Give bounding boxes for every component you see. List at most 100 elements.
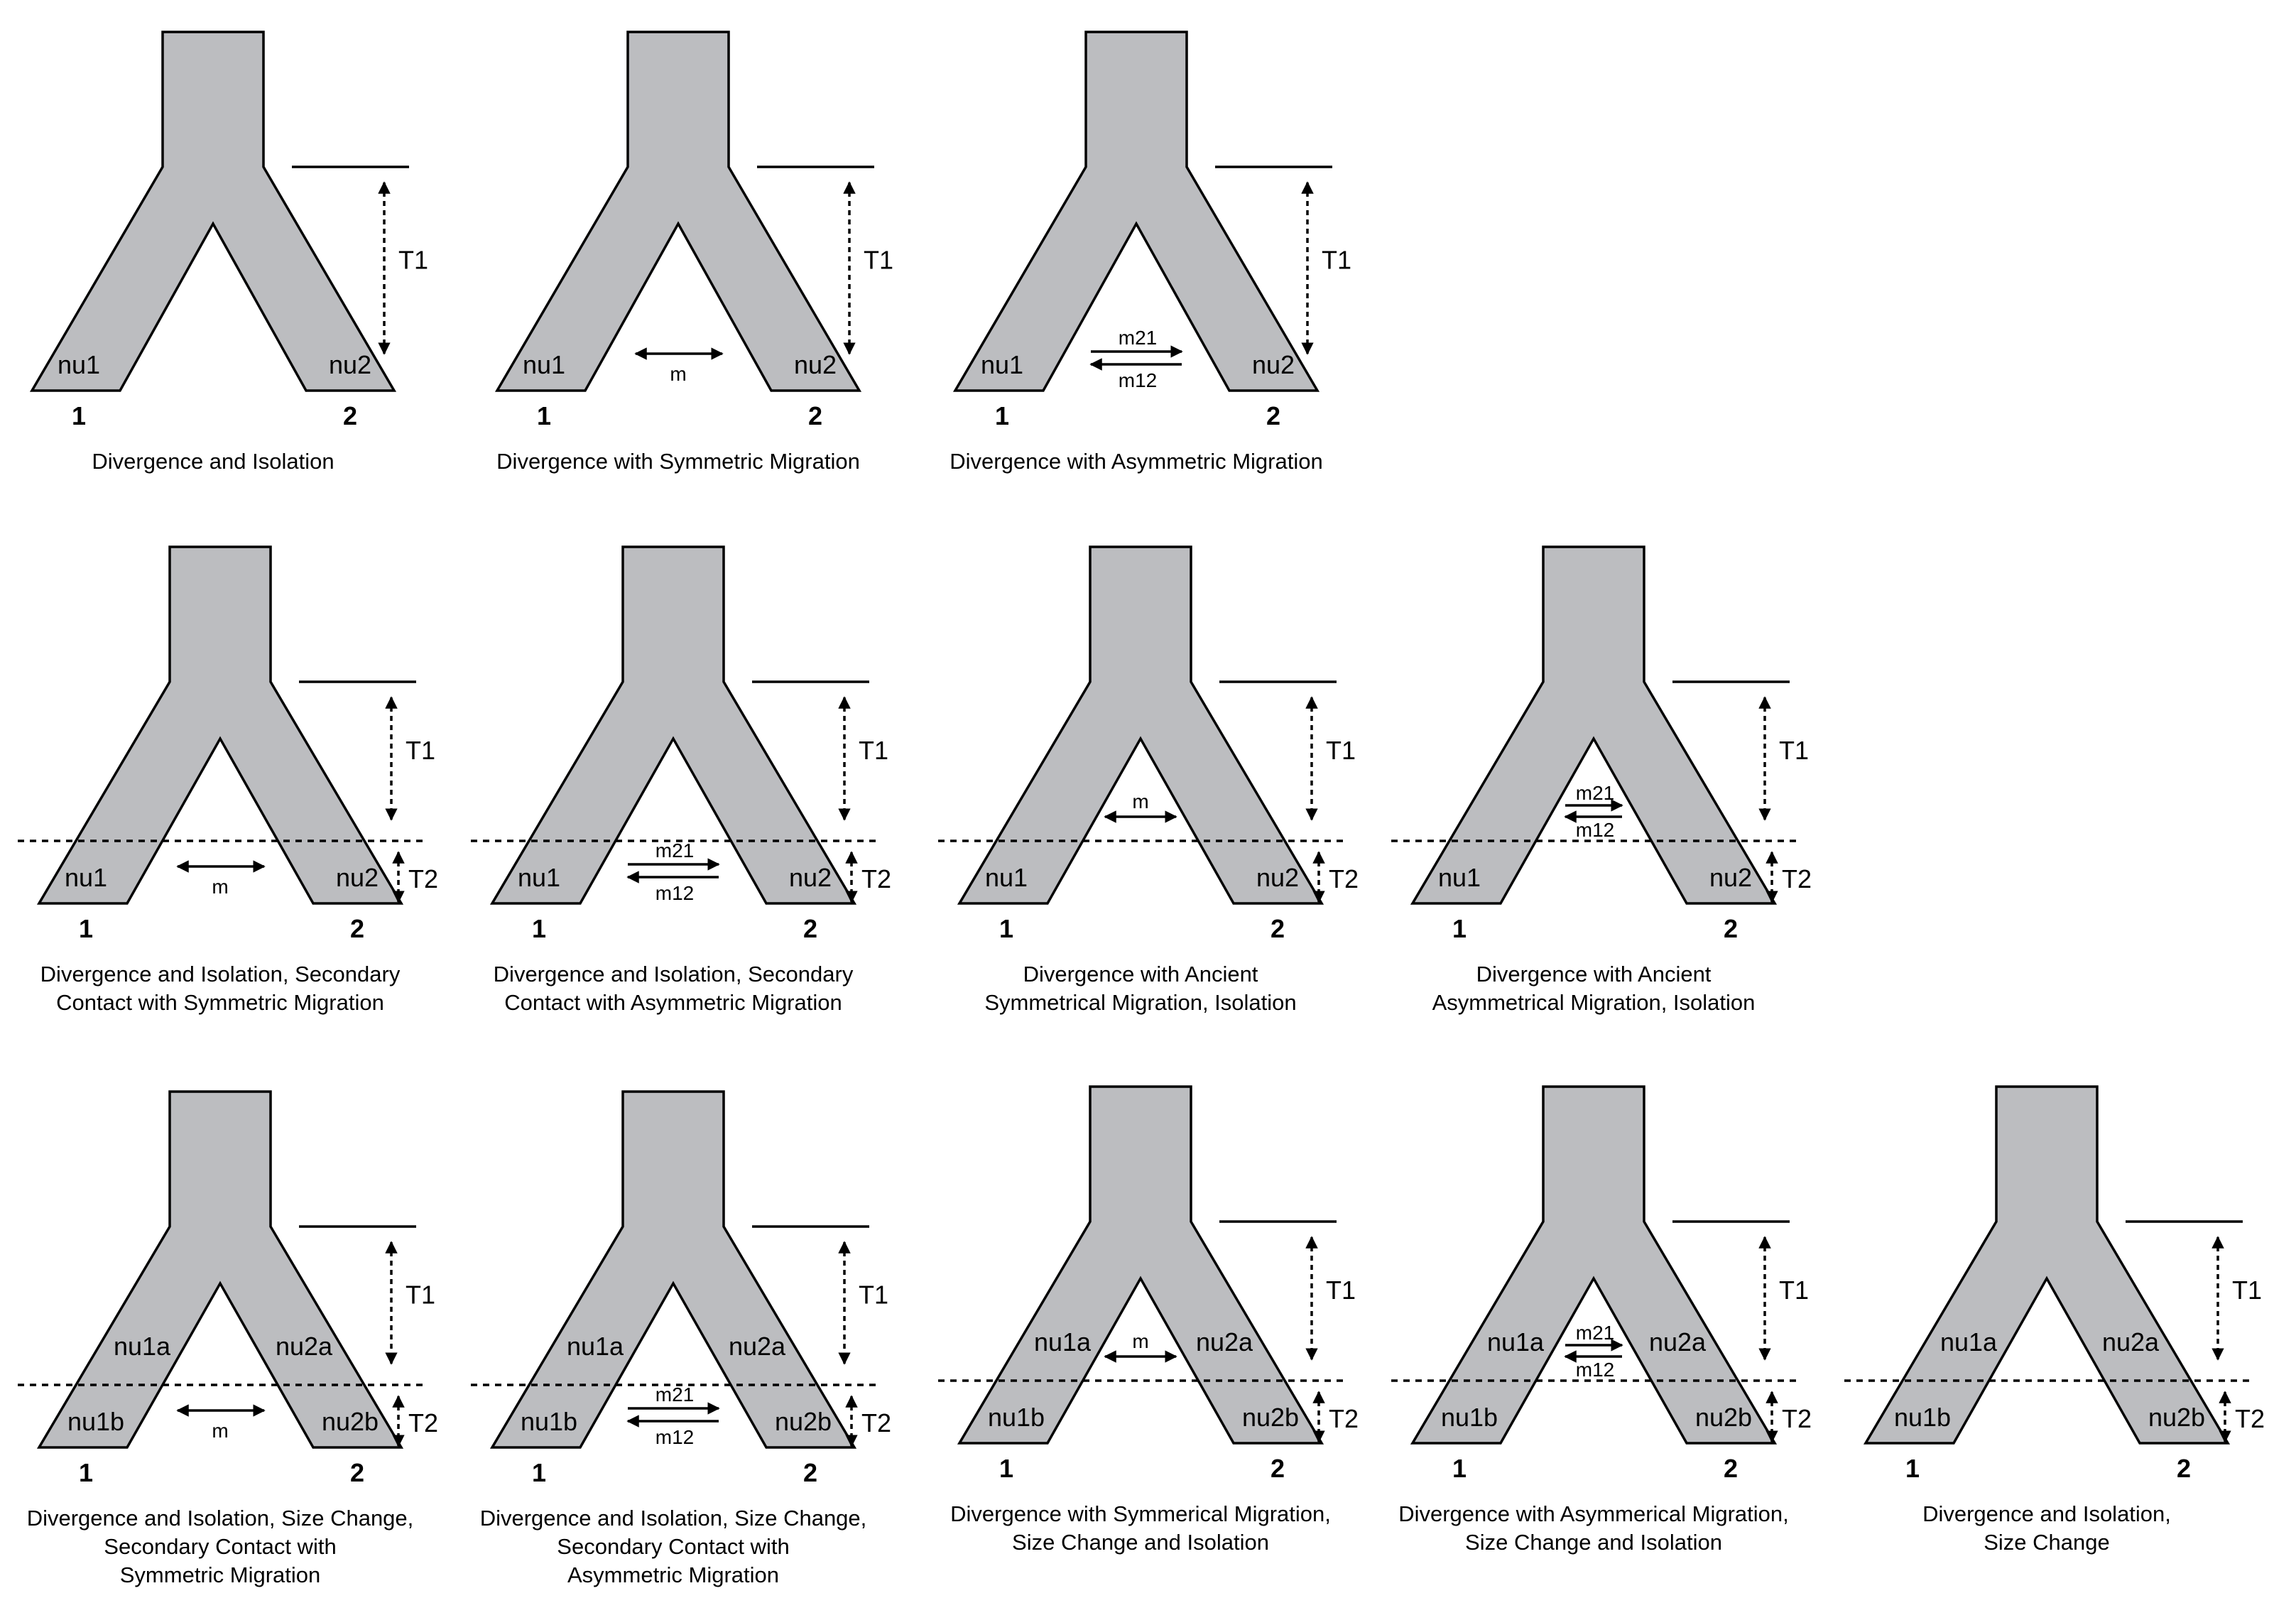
t2-label: T2 (2235, 1404, 2265, 1433)
pop-label-nu2a: nu2a (2102, 1327, 2160, 1357)
pop-label-nu1: nu1 (523, 350, 565, 379)
migration-label-m21: m21 (1576, 782, 1614, 804)
t1-label: T1 (1779, 736, 1809, 765)
pop-label-nu1: nu1 (518, 863, 560, 892)
pop-label-nu1: nu1 (1438, 863, 1481, 892)
caption-line-2: Secondary Contact with (557, 1534, 789, 1559)
pop-number-1: 1 (999, 914, 1013, 943)
caption-line-2: Size Change and Isolation (1012, 1530, 1269, 1555)
migration-label-m21: m21 (655, 1383, 694, 1406)
pop-label-nu2: nu2 (794, 350, 837, 379)
pop-number-1: 1 (995, 401, 1009, 430)
pop-number-1: 1 (532, 1458, 546, 1487)
caption-line-1: Divergence and Isolation, Size Change, (27, 1506, 414, 1531)
t2-label: T2 (861, 864, 891, 893)
caption-line-3: Asymmetric Migration (567, 1562, 779, 1587)
pop-number-1: 1 (79, 1458, 93, 1487)
t1-label: T1 (398, 246, 428, 275)
migration-label-m12: m12 (655, 882, 694, 904)
t2-label: T2 (861, 1408, 891, 1437)
migration-label-m: m (1132, 1330, 1148, 1352)
t1-label: T1 (859, 1281, 888, 1310)
population-tree-shape (489, 1090, 857, 1449)
pop-label-nu2a: nu2a (729, 1332, 786, 1361)
pop-number-1: 1 (999, 1454, 1013, 1483)
population-tree-shape (36, 545, 404, 905)
migration-label-m: m (212, 1420, 228, 1442)
pop-label-nu1a: nu1a (114, 1332, 171, 1361)
migration-label-m12: m12 (1119, 369, 1157, 391)
pop-label-nu2b: nu2b (1242, 1403, 1299, 1432)
caption-line-1: Divergence and Isolation, Size Change, (480, 1506, 867, 1531)
pop-label-nu2: nu2 (1709, 863, 1752, 892)
caption-line-1: Divergence and Isolation, Secondary (494, 962, 854, 986)
population-tree-shape (1410, 545, 1778, 905)
pop-label-nu1a: nu1a (1940, 1327, 1998, 1357)
pop-number-2: 2 (1266, 401, 1280, 430)
population-tree-shape (1410, 1085, 1778, 1445)
caption-line-3: Symmetric Migration (120, 1562, 321, 1587)
t1-label: T1 (859, 736, 888, 765)
population-tree-shape (489, 545, 857, 905)
model-panel-p13: T1 nu1 nu2 1 2 m21 m12 Divergence with Asymmetr… (950, 31, 1351, 474)
model-panel-p33: T1 T2 nu1a nu2a nu1b nu2b 1 2 m Divergence with S… (938, 1085, 1359, 1555)
caption-line-1: Divergence with Symmetric Migration (496, 449, 860, 474)
t2-label: T2 (408, 864, 438, 893)
pop-number-1: 1 (1905, 1454, 1920, 1483)
pop-number-1: 1 (537, 401, 551, 430)
pop-label-nu1: nu1 (65, 863, 107, 892)
pop-label-nu2b: nu2b (1695, 1403, 1752, 1432)
pop-number-2: 2 (803, 1458, 817, 1487)
pop-label-nu1b: nu1b (1441, 1403, 1498, 1432)
t1-label: T1 (406, 736, 435, 765)
pop-number-2: 2 (808, 401, 822, 430)
t2-label: T2 (408, 1408, 438, 1437)
caption-line-2: Contact with Asymmetric Migration (504, 990, 842, 1015)
pop-label-nu2: nu2 (789, 863, 832, 892)
t1-label: T1 (864, 246, 893, 275)
model-panel-p12: T1 nu1 nu2 1 2 m Divergence with Symmetric Mig… (494, 31, 893, 474)
pop-number-1: 1 (1452, 1454, 1467, 1483)
population-tree-shape (957, 1085, 1324, 1445)
migration-label-m: m (1132, 790, 1148, 812)
pop-number-2: 2 (1271, 914, 1285, 943)
model-panel-p34: T1 T2 nu1a nu2a nu1b nu2b 1 2 m21 m12 Divergence w… (1391, 1085, 1812, 1555)
model-panel-p11: T1 nu1 nu2 1 2 Divergence and Isolation (29, 31, 428, 474)
pop-number-2: 2 (2177, 1454, 2191, 1483)
t2-label: T2 (1329, 1404, 1359, 1433)
population-tree-shape (952, 31, 1320, 392)
population-tree-shape (494, 31, 862, 392)
pop-number-1: 1 (72, 401, 86, 430)
t2-label: T2 (1782, 1404, 1812, 1433)
pop-label-nu1: nu1 (985, 863, 1028, 892)
pop-number-1: 1 (532, 914, 546, 943)
pop-label-nu1b: nu1b (67, 1407, 124, 1436)
pop-label-nu2b: nu2b (775, 1407, 832, 1436)
pop-label-nu2: nu2 (1256, 863, 1299, 892)
model-panel-p31: T1 T2 nu1a nu2a nu1b nu2b 1 2 m Divergence and Is… (18, 1090, 438, 1587)
pop-label-nu1: nu1 (981, 350, 1023, 379)
migration-label-m: m (670, 363, 686, 385)
migration-label-m12: m12 (655, 1426, 694, 1448)
caption-line-2: Symmetrical Migration, Isolation (984, 990, 1296, 1015)
caption-line-2: Secondary Contact with (104, 1534, 336, 1559)
model-panel-p21: T1 T2 nu1 nu2 1 2 m Divergence and Isolation, S… (18, 545, 438, 1015)
caption-line-1: Divergence with Symmerical Migration, (950, 1501, 1331, 1526)
pop-label-nu1a: nu1a (1034, 1327, 1092, 1357)
pop-label-nu1b: nu1b (521, 1407, 577, 1436)
model-panel-p23: T1 T2 nu1 nu2 1 2 m Divergence with Ancient Symm… (938, 545, 1359, 1015)
caption-line-1: Divergence and Isolation, (1922, 1501, 2171, 1526)
caption-line-1: Divergence with Ancient (1476, 962, 1712, 986)
migration-label-m21: m21 (1119, 327, 1157, 349)
pop-number-1: 1 (1452, 914, 1467, 943)
pop-label-nu2: nu2 (329, 350, 371, 379)
pop-number-2: 2 (350, 1458, 364, 1487)
pop-label-nu2a: nu2a (1196, 1327, 1253, 1357)
caption-line-1: Divergence with Asymmetric Migration (950, 449, 1322, 474)
pop-label-nu1a: nu1a (1487, 1327, 1545, 1357)
t1-label: T1 (1326, 1276, 1356, 1305)
model-panel-p32: T1 T2 nu1a nu2a nu1b nu2b 1 2 m21 m12 Divergence a… (471, 1090, 891, 1587)
migration-label-m21: m21 (655, 839, 694, 861)
